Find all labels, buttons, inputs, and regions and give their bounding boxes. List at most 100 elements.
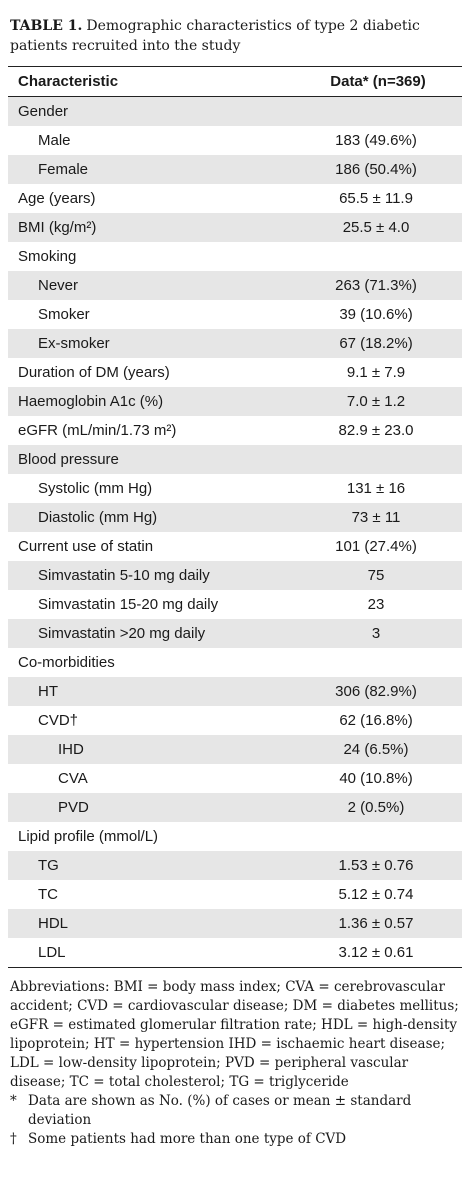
- table-row: Gender: [8, 97, 462, 126]
- table-row: Duration of DM (years) 9.1 ± 7.9: [8, 358, 462, 387]
- row-label: Smoker: [38, 306, 90, 323]
- table-row: BMI (kg/m²) 25.5 ± 4.0: [8, 213, 462, 242]
- row-label: Age (years): [18, 190, 96, 207]
- row-value: 67 (18.2%): [339, 335, 413, 352]
- table-row: Haemoglobin A1c (%) 7.0 ± 1.2: [8, 387, 462, 416]
- row-label: HT: [38, 683, 58, 700]
- row-label: Simvastatin 5-10 mg daily: [38, 567, 210, 584]
- row-value: 101 (27.4%): [335, 538, 417, 555]
- table-row: Lipid profile (mmol/L): [8, 822, 462, 851]
- table-row: Blood pressure: [8, 445, 462, 474]
- row-value: 306 (82.9%): [335, 683, 417, 700]
- footnotes: Abbreviations: BMI = body mass index; CV…: [10, 978, 462, 1149]
- row-value: 5.12 ± 0.74: [338, 886, 414, 903]
- row-label: CVA: [58, 770, 88, 787]
- table-title: TABLE 1. Demographic characteristics of t…: [10, 16, 440, 56]
- table-row: Simvastatin >20 mg daily 3: [8, 619, 462, 648]
- row-value: 2 (0.5%): [347, 799, 405, 816]
- table-row: Female 186 (50.4%): [8, 155, 462, 184]
- title-text: Demographic characteristics of type 2 di…: [10, 18, 420, 54]
- footnote-text: Some patients had more than one type of …: [28, 1131, 347, 1147]
- row-label: Gender: [18, 103, 69, 120]
- table: Characteristic Data* (n=369) Gender Male 1…: [8, 66, 462, 968]
- table-row: LDL 3.12 ± 0.61: [8, 938, 462, 967]
- row-label: Lipid profile (mmol/L): [18, 828, 159, 845]
- row-label: CVD†: [38, 712, 79, 729]
- table-row: TG 1.53 ± 0.76: [8, 851, 462, 880]
- row-label: eGFR (mL/min/1.73 m²): [18, 422, 177, 439]
- header-row: Characteristic Data* (n=369): [8, 67, 462, 97]
- row-label: Diastolic (mm Hg): [38, 509, 158, 526]
- table-row: HT 306 (82.9%): [8, 677, 462, 706]
- table-row: CVD† 62 (16.8%): [8, 706, 462, 735]
- table-row: Smoker 39 (10.6%): [8, 300, 462, 329]
- row-label: IHD: [58, 741, 84, 758]
- table-row: Ex-smoker 67 (18.2%): [8, 329, 462, 358]
- row-value: 65.5 ± 11.9: [339, 190, 413, 207]
- row-value: 1.36 ± 0.57: [338, 915, 414, 932]
- row-label: Never: [38, 277, 79, 294]
- row-value: 3: [371, 625, 381, 642]
- row-label: Current use of statin: [18, 538, 154, 555]
- table-row: CVA 40 (10.8%): [8, 764, 462, 793]
- row-label: PVD: [58, 799, 89, 816]
- row-label: Haemoglobin A1c (%): [18, 393, 164, 410]
- table-row: Male 183 (49.6%): [8, 126, 462, 155]
- row-label: Duration of DM (years): [18, 364, 170, 381]
- footnote-symbol: †: [10, 1131, 17, 1147]
- row-value: 1.53 ± 0.76: [338, 857, 414, 874]
- row-label: Co-morbidities: [18, 654, 115, 671]
- row-label: Simvastatin >20 mg daily: [38, 625, 206, 642]
- row-value: 3.12 ± 0.61: [338, 944, 414, 961]
- row-label: LDL: [38, 944, 66, 961]
- header-cell: Data* (n=369): [330, 73, 426, 90]
- table-row: TC 5.12 ± 0.74: [8, 880, 462, 909]
- table-row: Current use of statin 101 (27.4%): [8, 532, 462, 561]
- header-cell: Characteristic: [18, 73, 119, 90]
- row-value: 23: [367, 596, 385, 613]
- row-value: 131 ± 16: [346, 480, 406, 497]
- footnote: † Some patients had more than one type of…: [10, 1130, 462, 1149]
- row-label: Systolic (mm Hg): [38, 480, 153, 497]
- table-row: eGFR (mL/min/1.73 m²) 82.9 ± 23.0: [8, 416, 462, 445]
- table-row: HDL 1.36 ± 0.57: [8, 909, 462, 938]
- row-value: 62 (16.8%): [339, 712, 413, 729]
- row-label: Simvastatin 15-20 mg daily: [38, 596, 219, 613]
- row-value: 183 (49.6%): [335, 132, 417, 149]
- row-value: 186 (50.4%): [335, 161, 417, 178]
- row-value: 75: [367, 567, 385, 584]
- footnote-text: Data are shown as No. (%) of cases or me…: [28, 1093, 412, 1128]
- row-label: Female: [38, 161, 89, 178]
- table-row: PVD 2 (0.5%): [8, 793, 462, 822]
- footnote: * Data are shown as No. (%) of cases or m…: [10, 1092, 462, 1130]
- row-value: 7.0 ± 1.2: [346, 393, 406, 410]
- table-row: Diastolic (mm Hg) 73 ± 11: [8, 503, 462, 532]
- table-row: IHD 24 (6.5%): [8, 735, 462, 764]
- row-label: HDL: [38, 915, 69, 932]
- row-label: Blood pressure: [18, 451, 119, 468]
- footnote-symbol: *: [10, 1093, 17, 1109]
- row-label: TG: [38, 857, 59, 874]
- row-label: Smoking: [18, 248, 77, 265]
- table-row: Age (years) 65.5 ± 11.9: [8, 184, 462, 213]
- title-label: TABLE 1.: [10, 18, 83, 34]
- row-value: 24 (6.5%): [343, 741, 409, 758]
- table-row: Simvastatin 5-10 mg daily 75: [8, 561, 462, 590]
- row-value: 40 (10.8%): [339, 770, 413, 787]
- row-value: 82.9 ± 23.0: [338, 422, 414, 439]
- row-value: 73 ± 11: [351, 509, 401, 526]
- table-row: Co-morbidities: [8, 648, 462, 677]
- row-label: Male: [38, 132, 71, 149]
- table-row: Smoking: [8, 242, 462, 271]
- row-value: 25.5 ± 4.0: [342, 219, 410, 236]
- row-value: 9.1 ± 7.9: [346, 364, 406, 381]
- abbreviations: Abbreviations: BMI = body mass index; CV…: [10, 979, 459, 1090]
- table-row: Simvastatin 15-20 mg daily 23: [8, 590, 462, 619]
- row-value: 263 (71.3%): [335, 277, 417, 294]
- table-row: Systolic (mm Hg) 131 ± 16: [8, 474, 462, 503]
- row-value: 39 (10.6%): [339, 306, 413, 323]
- row-label: Ex-smoker: [38, 335, 110, 352]
- row-label: TC: [38, 886, 58, 903]
- row-label: BMI (kg/m²): [18, 219, 97, 236]
